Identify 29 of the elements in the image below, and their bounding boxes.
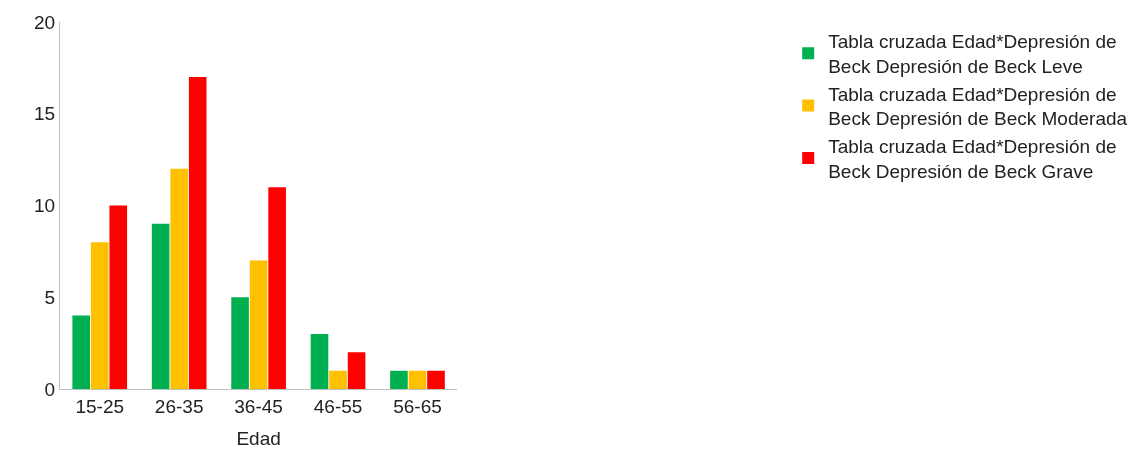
- x-tick-label: 46-55: [313, 395, 363, 417]
- bar: [151, 223, 170, 389]
- y-tick-label: 10: [34, 195, 56, 217]
- y-tick-label: 20: [34, 11, 56, 33]
- bar: [231, 297, 249, 389]
- bar: [390, 370, 408, 389]
- bar: [427, 370, 445, 389]
- x-tick-label: 15-25: [75, 395, 125, 417]
- bar: [347, 352, 366, 389]
- bar: [268, 187, 286, 389]
- legend-label: Tabla cruzada Edad*Depresión de Beck Depresión de Beck Grave: [828, 136, 1117, 182]
- bar: [90, 242, 109, 389]
- legend-label: Tabla cruzada Edad*Depresión de Beck Depresión de Beck Moderada: [828, 83, 1128, 130]
- bar: [72, 315, 90, 389]
- x-axis-title: Edad: [236, 427, 281, 449]
- bar: [329, 370, 347, 389]
- y-tick-label: 0: [44, 378, 56, 400]
- bar: [249, 260, 268, 389]
- legend-label: Tabla cruzada Edad*Depresión de Beck Depresión de Beck Leve: [828, 31, 1117, 77]
- x-tick-label: 56-65: [393, 395, 442, 417]
- bar: [109, 205, 128, 389]
- x-tick-label: 26-35: [154, 395, 204, 417]
- x-tick-label: 36-45: [234, 395, 283, 417]
- bar: [188, 77, 207, 389]
- bar: [170, 168, 188, 389]
- y-tick-label: 5: [44, 286, 56, 308]
- bar: [310, 333, 329, 389]
- y-tick-label: 15: [34, 103, 56, 125]
- bar: [408, 370, 427, 389]
